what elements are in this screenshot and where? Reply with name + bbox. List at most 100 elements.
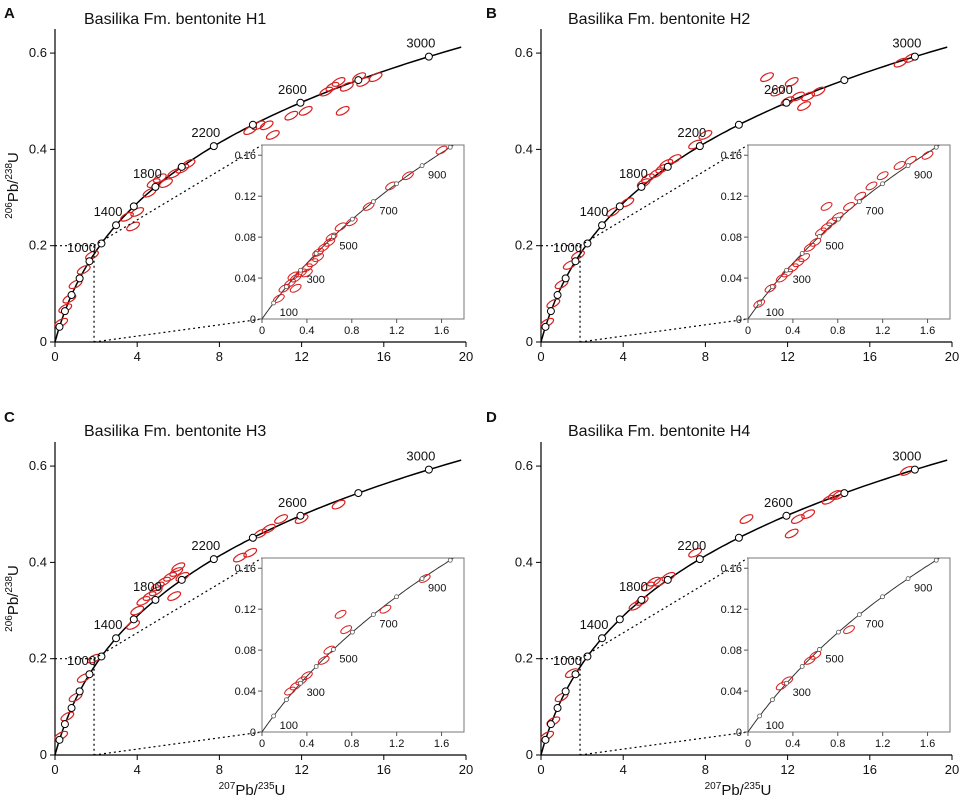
data-ellipse bbox=[156, 576, 171, 587]
inset-age-label: 500 bbox=[825, 240, 843, 252]
age-marker bbox=[60, 720, 69, 729]
inset-age-label: 700 bbox=[379, 619, 397, 631]
age-marker bbox=[541, 735, 550, 744]
inset-age-marker bbox=[370, 199, 376, 204]
inset-data-ellipse bbox=[753, 299, 766, 309]
data-ellipse bbox=[171, 562, 186, 573]
inset-age-marker bbox=[933, 557, 939, 563]
inset-data-ellipse bbox=[904, 155, 917, 165]
inset-data-ellipse bbox=[820, 222, 833, 232]
inset-age-marker bbox=[905, 163, 911, 169]
inset-age-marker bbox=[856, 612, 862, 617]
age-label: 1400 bbox=[580, 617, 609, 632]
age-marker bbox=[209, 555, 218, 564]
concordia-curve bbox=[540, 46, 948, 343]
x-axis-label: 207Pb/235U bbox=[705, 781, 772, 799]
inset-age-label: 900 bbox=[428, 583, 446, 595]
inset-age-label: 500 bbox=[339, 653, 357, 665]
inset-age-marker bbox=[799, 664, 805, 669]
inset-age-label: 700 bbox=[865, 619, 883, 631]
data-ellipse bbox=[319, 86, 334, 97]
panel-title: Basilika Fm. bentonite H2 bbox=[568, 11, 750, 28]
inset-age-marker bbox=[933, 144, 939, 150]
age-marker bbox=[782, 98, 791, 107]
inset-data-ellipse bbox=[809, 237, 822, 247]
age-label: 3000 bbox=[892, 36, 921, 51]
inset-data-ellipse bbox=[792, 258, 805, 268]
y-tick-label: 0.6 bbox=[515, 45, 533, 60]
inset-age-marker bbox=[298, 267, 303, 273]
inset-age-label: 300 bbox=[793, 687, 811, 699]
panel-a: 0 4 8 12 16 20 0 0.2 0.4 0.6 A Basilika Fm. bentoni… bbox=[4, 5, 473, 364]
inset-age-marker bbox=[447, 144, 453, 150]
inset-frame bbox=[747, 557, 951, 733]
data-ellipse bbox=[667, 154, 682, 164]
inset-y-tick-label: 0.04 bbox=[721, 686, 742, 698]
inset-age-marker bbox=[880, 181, 885, 187]
panel-label: A bbox=[4, 5, 15, 22]
inset-age-marker bbox=[394, 594, 399, 600]
age-label: 1000 bbox=[553, 240, 582, 255]
inset-data-ellipse bbox=[775, 273, 788, 283]
inset-x-tick-label: 0 bbox=[259, 738, 265, 750]
inset-age-label: 100 bbox=[280, 307, 298, 319]
panel-b: 0 4 8 12 16 20 0 0.2 0.4 0.6 B Basilika Fm. bentoni… bbox=[486, 5, 959, 364]
age-marker bbox=[151, 595, 160, 604]
inset-x-tick-label: 1.6 bbox=[434, 738, 449, 750]
x-tick-label: 0 bbox=[537, 762, 544, 777]
age-marker bbox=[354, 489, 363, 498]
age-marker bbox=[553, 291, 562, 300]
inset-age-marker bbox=[905, 576, 911, 582]
inset-data-ellipse bbox=[312, 248, 325, 257]
x-tick-label: 8 bbox=[702, 762, 709, 777]
panel-label: D bbox=[486, 409, 497, 426]
age-marker bbox=[695, 142, 704, 151]
data-ellipse bbox=[284, 110, 299, 121]
data-ellipse bbox=[60, 711, 75, 722]
x-tick-label: 12 bbox=[780, 762, 794, 777]
data-ellipse bbox=[640, 173, 655, 184]
y-tick-label: 0.2 bbox=[515, 238, 533, 253]
data-ellipse bbox=[784, 528, 799, 539]
inset-y-tick-label: 0.08 bbox=[235, 645, 256, 657]
inset-age-marker bbox=[271, 300, 277, 306]
inset-age-marker bbox=[784, 267, 789, 273]
x-tick-label: 16 bbox=[377, 349, 391, 364]
inset-data-ellipse bbox=[764, 283, 777, 293]
inset-data-ellipse bbox=[300, 671, 313, 681]
data-ellipse bbox=[126, 221, 141, 232]
inset-y-tick-label: 0.16 bbox=[721, 563, 742, 575]
y-tick-label: 0.6 bbox=[29, 45, 47, 60]
x-tick-label: 4 bbox=[134, 762, 141, 777]
age-label: 2200 bbox=[677, 538, 706, 553]
age-label: 3000 bbox=[892, 449, 921, 464]
data-ellipse bbox=[339, 81, 354, 92]
inset-y-tick-label: 0.08 bbox=[235, 232, 256, 244]
inset-x-tick-label: 0.4 bbox=[785, 325, 800, 337]
data-ellipse bbox=[331, 77, 346, 87]
age-marker bbox=[840, 489, 849, 498]
inset-data-ellipse bbox=[334, 222, 347, 232]
inset-age-marker bbox=[350, 216, 355, 222]
age-marker bbox=[248, 120, 257, 129]
data-ellipse bbox=[130, 605, 145, 616]
age-label: 1000 bbox=[67, 653, 96, 668]
inset-age-label: 300 bbox=[793, 274, 811, 286]
data-ellipse bbox=[698, 130, 713, 140]
age-label: 3000 bbox=[406, 36, 435, 51]
age-marker bbox=[296, 98, 305, 107]
age-marker bbox=[663, 162, 672, 171]
age-label: 1800 bbox=[133, 579, 162, 594]
age-marker bbox=[598, 221, 607, 230]
inset-frame bbox=[261, 557, 465, 733]
x-tick-label: 16 bbox=[863, 762, 877, 777]
data-ellipse bbox=[243, 125, 258, 136]
data-ellipse bbox=[571, 250, 585, 261]
zoom-connector bbox=[579, 731, 749, 756]
data-ellipse bbox=[274, 514, 289, 524]
inset-age-label: 900 bbox=[914, 170, 932, 182]
inset-y-tick-label: 0.04 bbox=[235, 686, 256, 698]
inset-data-ellipse bbox=[418, 574, 431, 583]
inset-data-ellipse bbox=[317, 655, 330, 665]
inset-x-tick-label: 0.8 bbox=[344, 325, 359, 337]
